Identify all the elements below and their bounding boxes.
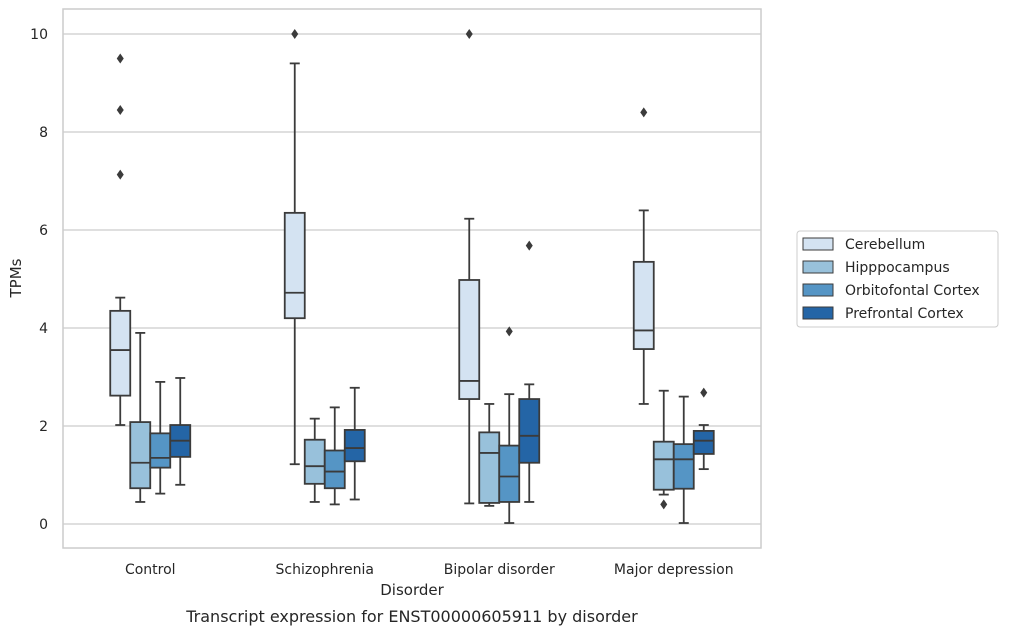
y-tick-label: 2 — [39, 419, 48, 435]
x-axis-label: Disorder — [380, 581, 444, 599]
series-hipppocampus — [129, 331, 675, 510]
outlier-point — [116, 104, 124, 115]
y-tick-label: 0 — [39, 517, 48, 533]
box — [652, 440, 675, 491]
outlier-point — [291, 29, 299, 39]
legend-swatch — [802, 283, 834, 297]
box — [343, 429, 366, 463]
x-tick-label: Schizophrenia — [276, 562, 374, 578]
outlier-point — [116, 53, 124, 64]
x-tick-label: Major depression — [614, 562, 734, 578]
outlier-point — [700, 387, 708, 398]
legend-frame — [796, 230, 999, 328]
x-tick-label: Bipolar disorder — [444, 562, 555, 578]
legend: Cerebellum Hipppocampus Orbitofontal Corte… — [796, 230, 999, 328]
plot-area-frame — [62, 8, 762, 549]
outlier-point — [525, 240, 533, 251]
series-prefrontal-cortex — [169, 240, 715, 503]
outlier-point — [505, 326, 513, 337]
box — [692, 429, 715, 455]
box — [129, 421, 152, 490]
y-axis-label: TPMs — [7, 258, 25, 298]
box — [283, 211, 306, 320]
box — [303, 438, 326, 485]
y-tick-label: 10 — [30, 27, 48, 43]
y-tick-label: 6 — [39, 223, 48, 239]
y-tick-label: 4 — [39, 321, 48, 337]
y-tick-label: 8 — [39, 125, 48, 141]
box-series — [109, 29, 715, 524]
box — [149, 432, 172, 469]
legend-label: Prefrontal Cortex — [845, 306, 964, 322]
box — [323, 449, 346, 490]
x-tick-label: Control — [125, 562, 176, 578]
legend-label: Hipppocampus — [845, 260, 950, 276]
box — [478, 431, 501, 504]
legend-label: Cerebellum — [845, 237, 925, 253]
box — [632, 260, 655, 350]
series-orbitofontal-cortex — [149, 326, 695, 524]
legend-label: Orbitofontal Cortex — [845, 283, 980, 299]
box — [518, 398, 541, 464]
outlier-point — [660, 499, 668, 510]
outlier-point — [465, 29, 473, 39]
legend-swatch — [802, 260, 834, 274]
series-cerebellum — [109, 29, 655, 505]
y-tick-labels: 0 2 4 6 8 10 — [30, 27, 48, 533]
box — [109, 309, 132, 397]
outlier-point — [116, 169, 124, 180]
outlier-point — [640, 107, 648, 118]
box — [672, 443, 695, 490]
chart-caption: Transcript expression for ENST0000060591… — [185, 607, 638, 626]
box — [458, 279, 481, 400]
x-tick-labels: Control Schizophrenia Bipolar disorder Majo… — [125, 562, 734, 578]
legend-swatch — [802, 237, 834, 251]
box — [498, 444, 521, 503]
legend-swatch — [802, 306, 834, 320]
